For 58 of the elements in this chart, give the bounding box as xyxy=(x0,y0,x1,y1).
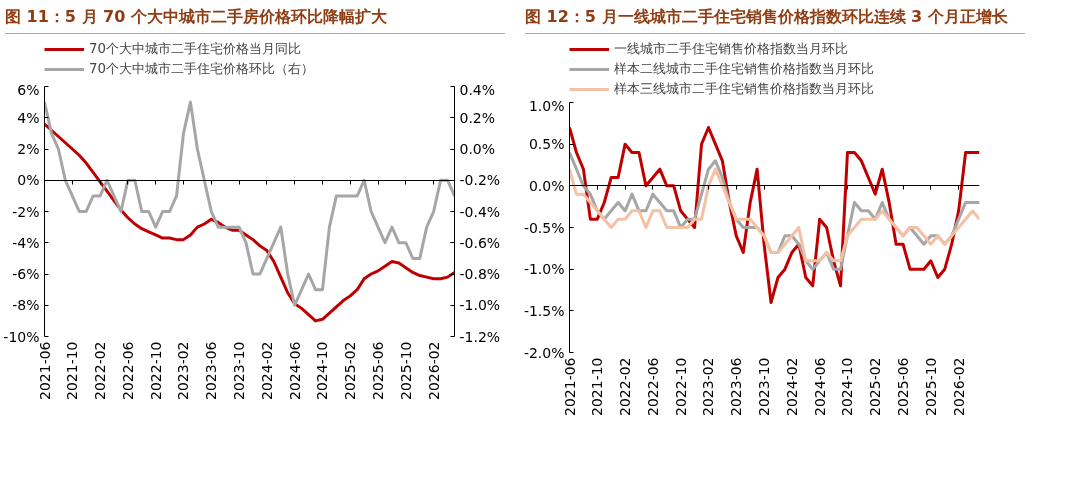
x-tick-label: 2022-06 xyxy=(644,357,661,416)
x-tick-label: 2024-10 xyxy=(314,341,331,400)
x-tick-label: 2024-02 xyxy=(258,341,275,400)
y2-tick-label: -1.0% xyxy=(459,297,501,314)
x-tick-label: 2024-02 xyxy=(783,357,800,416)
x-tick-label: 2025-10 xyxy=(922,357,939,416)
y-tick-label: -0.5% xyxy=(523,219,565,236)
y-tick-label: -1.5% xyxy=(523,302,565,319)
legend-label: 70个大中城市二手住宅价格环比（右） xyxy=(89,60,314,78)
legend-label: 样本三线城市二手住宅销售价格指数当月环比 xyxy=(614,80,874,98)
y2-tick-label: 0.2% xyxy=(459,109,496,126)
x-tick-label: 2021-10 xyxy=(64,341,81,400)
y2-tick-label: 0.4% xyxy=(459,81,496,98)
y2-tick-label: 0.0% xyxy=(459,141,496,157)
x-tick-label: 2025-02 xyxy=(342,341,359,400)
legend-label: 70个大中城市二手住宅价格当月同比 xyxy=(89,40,301,58)
legend-label: 一线城市二手住宅销售价格指数当月环比 xyxy=(614,40,848,58)
x-tick-label: 2025-10 xyxy=(397,341,414,400)
x-tick-label: 2022-10 xyxy=(147,341,164,400)
y-tick-label: 0.0% xyxy=(528,177,565,194)
x-tick-label: 2024-10 xyxy=(839,357,856,416)
x-tick-label: 2025-06 xyxy=(895,357,912,416)
y-tick-label: -4% xyxy=(12,234,40,251)
y-tick-label: 0.5% xyxy=(528,136,565,153)
x-tick-label: 2021-10 xyxy=(589,357,606,416)
y-tick-label: 6% xyxy=(17,81,40,98)
y-tick-label: 4% xyxy=(17,109,40,126)
y2-tick-label: -0.6% xyxy=(459,234,501,251)
y-tick-label: 2% xyxy=(17,141,40,157)
x-tick-label: 2022-02 xyxy=(617,357,634,416)
y-tick-label: -2% xyxy=(12,203,40,220)
chart-title: 图 12：5 月一线城市二手住宅销售价格指数环比连续 3 个月正增长 xyxy=(525,6,1008,28)
y2-tick-label: -0.8% xyxy=(459,266,501,282)
x-tick-label: 2025-06 xyxy=(370,341,387,400)
x-tick-label: 2023-02 xyxy=(700,357,717,416)
x-tick-label: 2022-10 xyxy=(672,357,689,416)
y2-tick-label: -0.2% xyxy=(459,172,501,189)
x-tick-label: 2024-06 xyxy=(811,357,828,416)
y-tick-label: -6% xyxy=(12,266,40,282)
x-tick-label: 2023-02 xyxy=(175,341,192,400)
x-tick-label: 2026-02 xyxy=(950,357,967,416)
x-tick-label: 2024-06 xyxy=(286,341,303,400)
y-tick-label: -1.0% xyxy=(523,261,565,278)
legend-label: 样本二线城市二手住宅销售价格指数当月环比 xyxy=(614,60,874,78)
x-tick-label: 2023-10 xyxy=(756,357,773,416)
x-tick-label: 2022-02 xyxy=(92,341,109,400)
y2-tick-label: -0.4% xyxy=(459,203,501,220)
x-tick-label: 2023-06 xyxy=(728,357,745,416)
x-tick-label: 2023-10 xyxy=(231,341,248,400)
y2-tick-label: -1.2% xyxy=(459,328,501,345)
x-tick-label: 2026-02 xyxy=(425,341,442,400)
x-tick-label: 2022-06 xyxy=(119,341,136,400)
y-tick-label: 1.0% xyxy=(528,97,565,114)
y-tick-label: 0% xyxy=(17,172,40,189)
x-tick-label: 2023-06 xyxy=(203,341,220,400)
y-tick-label: -8% xyxy=(12,297,40,314)
chart-title: 图 11：5 月 70 个大中城市二手房价格环比降幅扩大 xyxy=(5,6,387,28)
x-tick-label: 2025-02 xyxy=(867,357,884,416)
